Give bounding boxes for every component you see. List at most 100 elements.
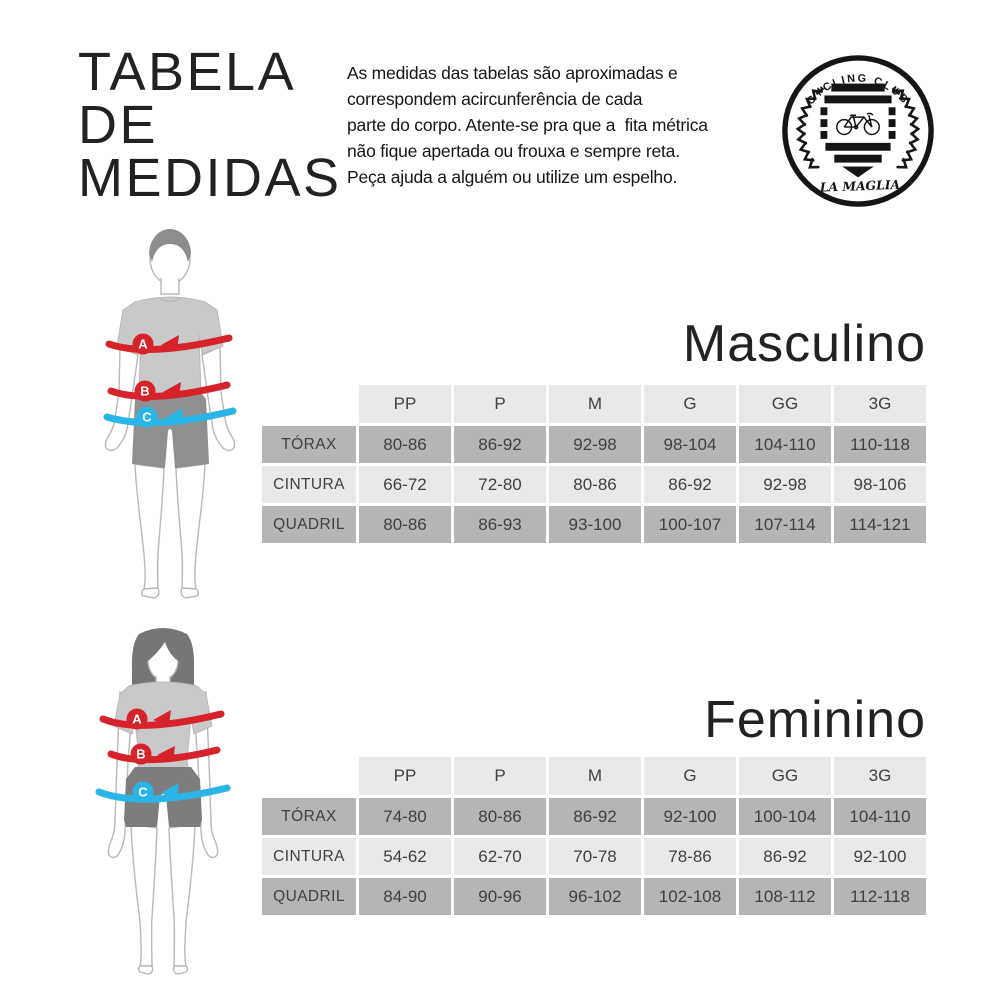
size-value-cell: 86-92: [454, 426, 546, 463]
female-figure: A B C: [95, 628, 231, 975]
marker-badge-c: [136, 406, 158, 428]
female-measurement-band-c: C: [95, 781, 231, 803]
row-label: QUADRIL: [262, 878, 356, 915]
male-right-arm: [201, 345, 236, 452]
intro-line: correspondem acircunferência de cada: [347, 89, 643, 109]
masculino-size-table: PP P M G GG 3G TÓRAX 80-86 86-92 92-98 98-104 104-1…: [262, 385, 926, 543]
female-right-foot: [172, 965, 189, 975]
size-value-cell: 96-102: [549, 878, 641, 915]
size-value-cell: 98-104: [644, 426, 736, 463]
marker-badge-b: [130, 743, 152, 765]
size-value-cell: 107-114: [739, 506, 831, 543]
arrowhead-icon: [165, 408, 183, 424]
marker-badge-a: [126, 708, 148, 730]
arrowhead-icon: [153, 710, 171, 726]
page-title-line: DE: [78, 95, 159, 155]
arrowhead-icon: [163, 382, 181, 398]
female-measurement-band-b: B: [107, 743, 221, 765]
size-column-header: G: [644, 385, 736, 423]
male-shirt-collar: [158, 297, 182, 303]
male-measurement-band-b: B: [107, 380, 231, 402]
size-value-cell: 86-92: [739, 838, 831, 875]
female-left-foot: [137, 965, 154, 975]
size-value-cell: 93-100: [549, 506, 641, 543]
size-column-header: PP: [359, 757, 451, 795]
female-right-leg: [168, 823, 196, 967]
size-column-header: P: [454, 757, 546, 795]
size-column-header: G: [644, 757, 736, 795]
male-hair: [149, 229, 191, 262]
size-value-cell: 72-80: [454, 466, 546, 503]
size-value-cell: 80-86: [454, 798, 546, 835]
intro-line: não fique apertada ou frouxa e sempre re…: [347, 141, 680, 161]
row-label: TÓRAX: [262, 426, 356, 463]
size-value-cell: 100-104: [739, 798, 831, 835]
size-value-cell: 104-110: [739, 426, 831, 463]
female-hair-fringe: [139, 630, 185, 666]
female-left-leg: [130, 823, 158, 967]
size-value-cell: 100-107: [644, 506, 736, 543]
row-label: QUADRIL: [262, 506, 356, 543]
table-corner: [262, 385, 356, 423]
male-right-leg: [175, 463, 206, 590]
size-column-header: PP: [359, 385, 451, 423]
size-value-cell: 70-78: [549, 838, 641, 875]
row-label: TÓRAX: [262, 798, 356, 835]
size-value-cell: 92-100: [644, 798, 736, 835]
intro-line: parte do corpo. Atente-se pra que a fita…: [347, 115, 708, 135]
male-shorts: [132, 393, 209, 468]
male-figure: A B C: [103, 229, 237, 599]
size-value-cell: 84-90: [359, 878, 451, 915]
size-value-cell: 90-96: [454, 878, 546, 915]
marker-letter-c: C: [142, 410, 152, 425]
male-left-foot: [141, 587, 160, 599]
male-left-leg: [134, 463, 165, 590]
size-column-header: GG: [739, 385, 831, 423]
size-value-cell: 86-93: [454, 506, 546, 543]
row-label: CINTURA: [262, 838, 356, 875]
size-value-cell: 104-110: [834, 798, 926, 835]
size-value-cell: 108-112: [739, 878, 831, 915]
section-heading-masculino: Masculino: [682, 315, 926, 373]
feminino-size-table: PP P M G GG 3G TÓRAX 74-80 80-86 86-92 92-100 100-1…: [262, 757, 926, 915]
size-column-header: M: [549, 385, 641, 423]
size-value-cell: 92-100: [834, 838, 926, 875]
marker-letter-b: B: [140, 384, 149, 399]
page-title-line: TABELA: [78, 42, 297, 102]
size-value-cell: 54-62: [359, 838, 451, 875]
male-measurement-band-c: C: [103, 406, 237, 428]
size-value-cell: 78-86: [644, 838, 736, 875]
size-value-cell: 86-92: [644, 466, 736, 503]
size-value-cell: 92-98: [739, 466, 831, 503]
male-measurement-band-a: A: [105, 333, 233, 355]
male-left-arm: [104, 345, 139, 452]
size-value-cell: 62-70: [454, 838, 546, 875]
female-left-arm: [107, 690, 134, 859]
size-value-cell: 80-86: [359, 506, 451, 543]
size-column-header: 3G: [834, 385, 926, 423]
row-label: CINTURA: [262, 466, 356, 503]
page-title-line: MEDIDAS: [78, 148, 342, 208]
size-value-cell: 114-121: [834, 506, 926, 543]
arrowhead-icon: [161, 335, 179, 351]
size-value-cell: 92-98: [549, 426, 641, 463]
marker-letter-a: A: [138, 337, 148, 352]
male-right-foot: [180, 587, 199, 599]
size-value-cell: 110-118: [834, 426, 926, 463]
brand-logo: CYCLING CLUB: [782, 55, 934, 207]
male-neck: [160, 278, 180, 295]
size-value-cell: 66-72: [359, 466, 451, 503]
female-measurement-band-a: A: [99, 708, 225, 730]
size-value-cell: 86-92: [549, 798, 641, 835]
page-title: TABELA DE MEDIDAS: [78, 42, 342, 208]
size-column-header: P: [454, 385, 546, 423]
intro-line: As medidas das tabelas são aproximadas e: [347, 63, 678, 83]
size-value-cell: 102-108: [644, 878, 736, 915]
size-column-header: 3G: [834, 757, 926, 795]
bicycle-icon: [836, 112, 880, 136]
marker-letter-c: C: [138, 785, 148, 800]
arrowhead-icon: [161, 783, 179, 799]
section-heading-feminino: Feminino: [704, 691, 926, 749]
intro-line: Peça ajuda a alguém ou utilize um espelh…: [347, 167, 678, 187]
